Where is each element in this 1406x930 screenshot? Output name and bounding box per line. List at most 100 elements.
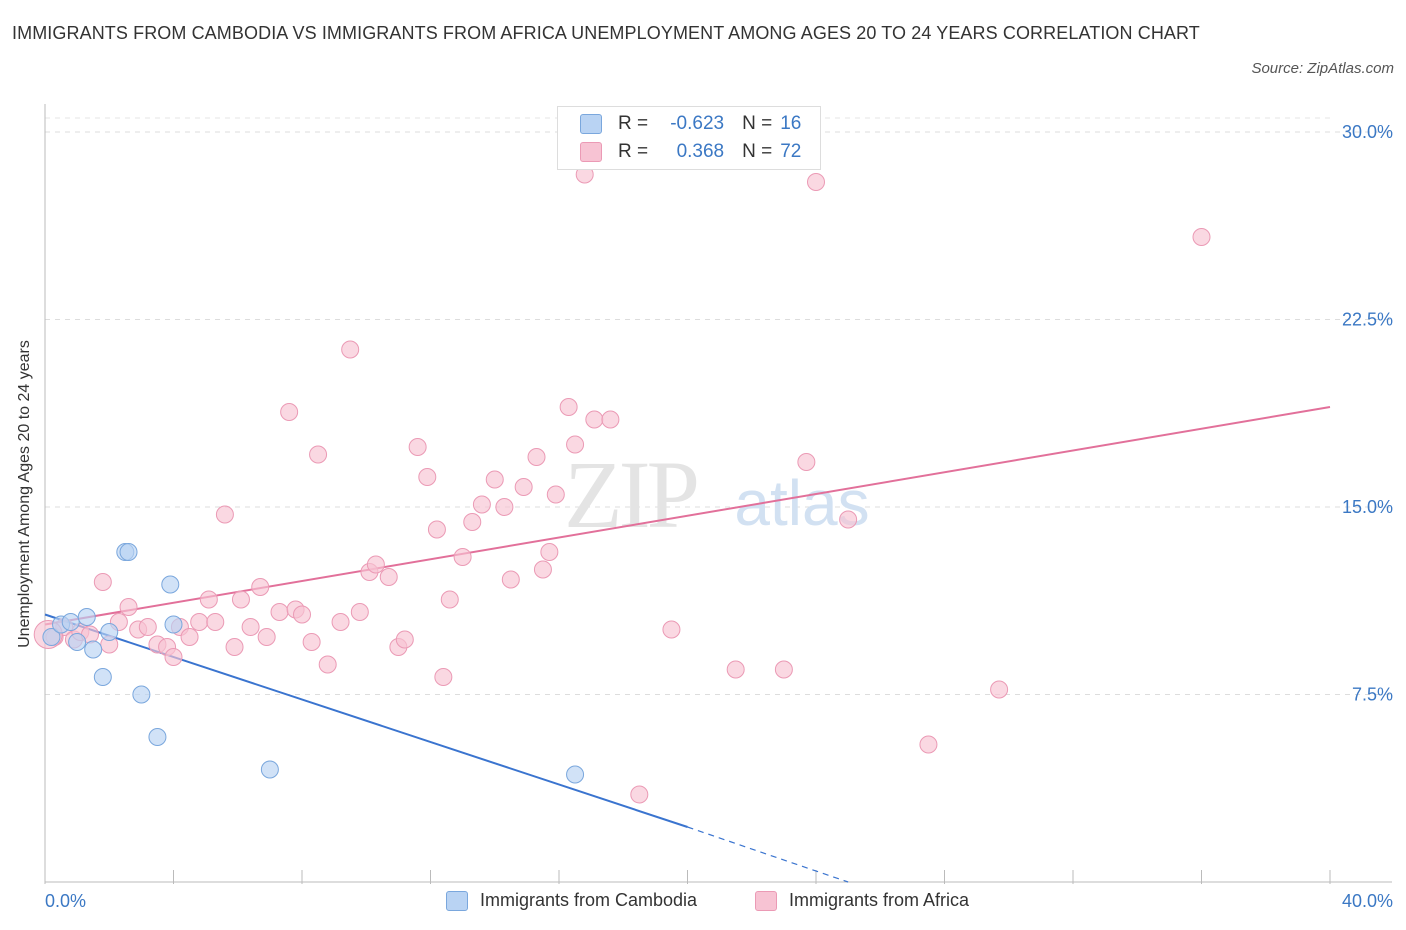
cambodia-point bbox=[42, 628, 61, 646]
legend-r-label: R = bbox=[618, 113, 649, 134]
legend-item-africa[interactable]: Immigrants from Africa bbox=[755, 890, 969, 911]
y-axis-label: Unemployment Among Ages 20 to 24 years bbox=[16, 340, 33, 648]
africa-point bbox=[514, 478, 533, 496]
cambodia-trend-extension bbox=[687, 826, 849, 883]
cambodia-point bbox=[100, 623, 119, 641]
africa-point bbox=[190, 613, 209, 631]
africa-point bbox=[546, 485, 565, 504]
watermark: ZIP atlas bbox=[564, 441, 870, 548]
africa-point bbox=[309, 445, 328, 464]
africa-point bbox=[495, 498, 514, 516]
africa-point bbox=[379, 568, 398, 586]
africa-point bbox=[164, 648, 183, 666]
axes bbox=[44, 104, 1392, 884]
legend-r-value: -0.623 bbox=[670, 113, 725, 134]
africa-point bbox=[807, 173, 825, 191]
y-tick-label: 30.0% bbox=[1342, 122, 1393, 142]
africa-point bbox=[990, 680, 1009, 699]
africa-point bbox=[463, 513, 482, 531]
cambodia-point bbox=[61, 613, 80, 631]
africa-point bbox=[601, 410, 620, 429]
cambodia-trend-line bbox=[44, 613, 688, 828]
africa-point bbox=[440, 590, 459, 609]
legend-item-cambodia[interactable]: Immigrants from Cambodia bbox=[446, 890, 697, 911]
legend-swatch-africa bbox=[580, 142, 602, 162]
legend-swatch-cambodia bbox=[580, 114, 602, 134]
africa-point bbox=[1192, 228, 1211, 246]
legend-n-label: N = bbox=[742, 113, 773, 134]
source-note: Source: ZipAtlas.com bbox=[1251, 60, 1394, 77]
africa-point bbox=[630, 785, 649, 804]
legend-row-cambodia: R = -0.623 N = 16 bbox=[580, 111, 801, 137]
y-tick-label: 15.0% bbox=[1342, 497, 1393, 517]
cambodia-point bbox=[132, 685, 151, 704]
cambodia-point bbox=[566, 765, 585, 784]
legend-swatch-africa bbox=[755, 890, 777, 911]
africa-point bbox=[270, 603, 289, 621]
legend-r-value: 0.368 bbox=[676, 141, 725, 162]
africa-point bbox=[241, 618, 260, 636]
africa-point bbox=[231, 590, 250, 609]
cambodia-point bbox=[119, 543, 138, 561]
africa-point bbox=[662, 620, 681, 639]
cambodia-point bbox=[260, 760, 279, 779]
legend-row-africa: R = 0.368 N = 72 bbox=[580, 139, 801, 165]
y-tick-label: 7.5% bbox=[1352, 685, 1393, 705]
africa-point bbox=[119, 598, 138, 616]
stats-legend: R = -0.623 N = 16 R = 0.368 N = 72 bbox=[557, 106, 821, 170]
africa-point bbox=[527, 448, 546, 466]
africa-point bbox=[919, 735, 938, 754]
africa-point bbox=[331, 613, 350, 631]
cambodia-point bbox=[77, 608, 96, 626]
watermark-zip: ZIP bbox=[564, 441, 697, 548]
africa-point bbox=[472, 495, 491, 514]
legend-label-africa: Immigrants from Africa bbox=[789, 890, 970, 910]
africa-point bbox=[559, 398, 578, 416]
africa-point bbox=[434, 668, 453, 686]
africa-point bbox=[726, 660, 745, 679]
chart-title: IMMIGRANTS FROM CAMBODIA VS IMMIGRANTS F… bbox=[12, 23, 1200, 43]
africa-point bbox=[280, 403, 299, 421]
africa-point bbox=[485, 470, 504, 489]
data-points bbox=[33, 165, 1211, 804]
africa-point bbox=[408, 438, 427, 456]
cambodia-point bbox=[161, 575, 180, 594]
africa-point bbox=[453, 548, 472, 566]
africa-point bbox=[797, 453, 816, 471]
africa-point bbox=[251, 578, 270, 596]
africa-point bbox=[774, 660, 793, 679]
africa-point bbox=[341, 340, 360, 359]
legend-n-value: 16 bbox=[780, 113, 802, 134]
africa-point bbox=[350, 603, 369, 621]
africa-point bbox=[839, 510, 858, 529]
x-tick-label: 40.0% bbox=[1342, 891, 1393, 911]
series-legend: Immigrants from Cambodia Immigrants from… bbox=[0, 890, 1406, 916]
africa-point bbox=[206, 613, 225, 631]
x-tick-label: 0.0% bbox=[45, 891, 86, 911]
africa-point bbox=[225, 638, 244, 656]
legend-swatch-cambodia bbox=[446, 890, 468, 911]
africa-point bbox=[427, 520, 446, 539]
africa-point bbox=[93, 573, 112, 591]
africa-point bbox=[418, 468, 437, 486]
africa-point bbox=[199, 590, 218, 609]
tick-labels: 7.5% 15.0% 22.5% 30.0% 0.0% 40.0% bbox=[45, 122, 1393, 911]
africa-point bbox=[293, 605, 311, 624]
cambodia-point bbox=[93, 668, 112, 686]
cambodia-point bbox=[68, 633, 87, 651]
cambodia-point bbox=[164, 615, 183, 634]
africa-point bbox=[533, 560, 552, 579]
africa-point bbox=[501, 570, 520, 589]
legend-r-label: R = bbox=[618, 141, 649, 162]
y-axis-label-container: Unemployment Among Ages 20 to 24 years bbox=[0, 0, 50, 930]
africa-point bbox=[395, 630, 414, 649]
africa-point bbox=[566, 435, 585, 454]
africa-point bbox=[366, 555, 385, 574]
africa-point bbox=[318, 655, 337, 674]
legend-label-cambodia: Immigrants from Cambodia bbox=[480, 890, 698, 910]
africa-point bbox=[138, 618, 157, 636]
africa-point bbox=[540, 543, 559, 561]
africa-point bbox=[257, 628, 276, 646]
y-tick-label: 22.5% bbox=[1342, 310, 1393, 330]
